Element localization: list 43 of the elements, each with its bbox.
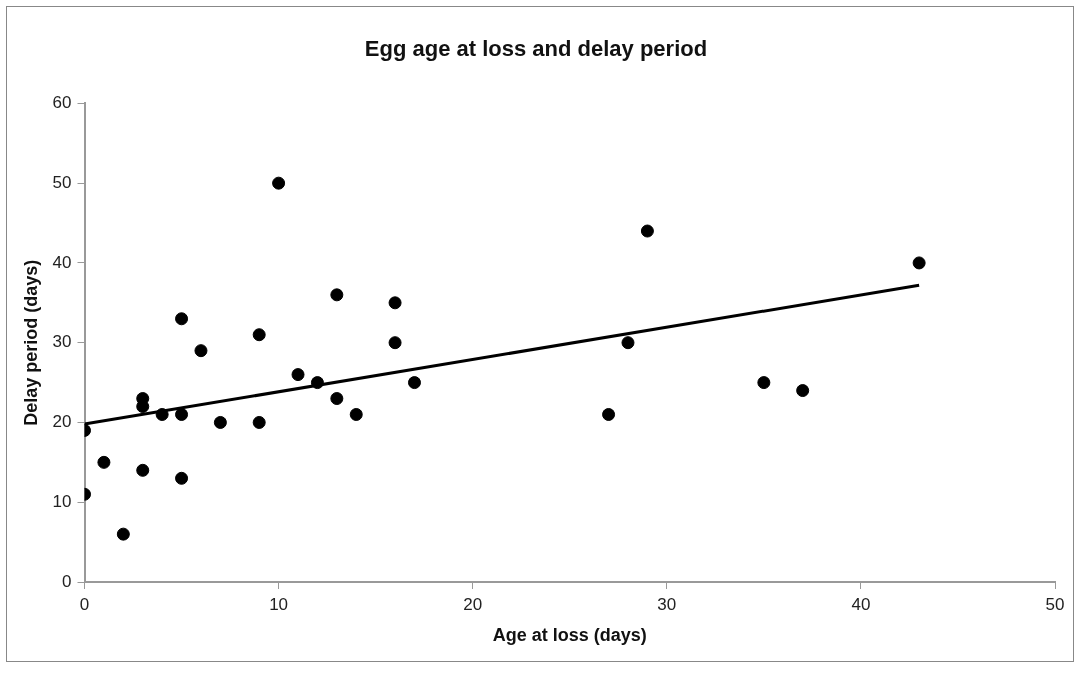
y-tick-label: 0 <box>62 571 72 591</box>
point <box>194 344 208 358</box>
point <box>330 288 344 302</box>
point <box>116 527 130 541</box>
x-tick-label: 20 <box>463 594 483 614</box>
point <box>175 471 189 485</box>
point <box>796 384 810 398</box>
point <box>252 328 266 342</box>
point <box>912 256 926 270</box>
point <box>757 376 771 390</box>
y-tick-label: 40 <box>52 252 72 272</box>
point <box>602 407 616 421</box>
point <box>175 312 189 326</box>
point <box>310 376 324 390</box>
point <box>136 400 150 414</box>
x-axis-title: Age at loss (days) <box>492 625 647 646</box>
point <box>621 336 635 350</box>
point <box>175 407 189 421</box>
y-axis-title: Delay period (days) <box>20 259 41 426</box>
point <box>330 392 344 406</box>
point <box>291 368 305 382</box>
point <box>252 415 266 429</box>
chart-title: Egg age at loss and delay period <box>364 36 708 62</box>
point <box>97 455 111 469</box>
point <box>272 176 286 190</box>
point <box>213 415 227 429</box>
point <box>388 336 402 350</box>
y-tick-label: 30 <box>52 332 72 352</box>
point <box>136 463 150 477</box>
y-tick-label: 50 <box>52 172 72 192</box>
x-tick-label: 0 <box>79 594 90 614</box>
y-tick-label: 60 <box>52 93 72 113</box>
x-tick-label: 10 <box>269 594 289 614</box>
point <box>407 376 421 390</box>
y-tick-label: 10 <box>52 491 72 511</box>
y-tick-label: 20 <box>52 412 72 432</box>
point <box>155 407 169 421</box>
point <box>388 296 402 310</box>
x-tick-label: 30 <box>657 594 677 614</box>
point <box>349 407 363 421</box>
x-tick-label: 50 <box>1045 594 1065 614</box>
x-tick-label: 40 <box>851 594 871 614</box>
point <box>640 224 654 238</box>
